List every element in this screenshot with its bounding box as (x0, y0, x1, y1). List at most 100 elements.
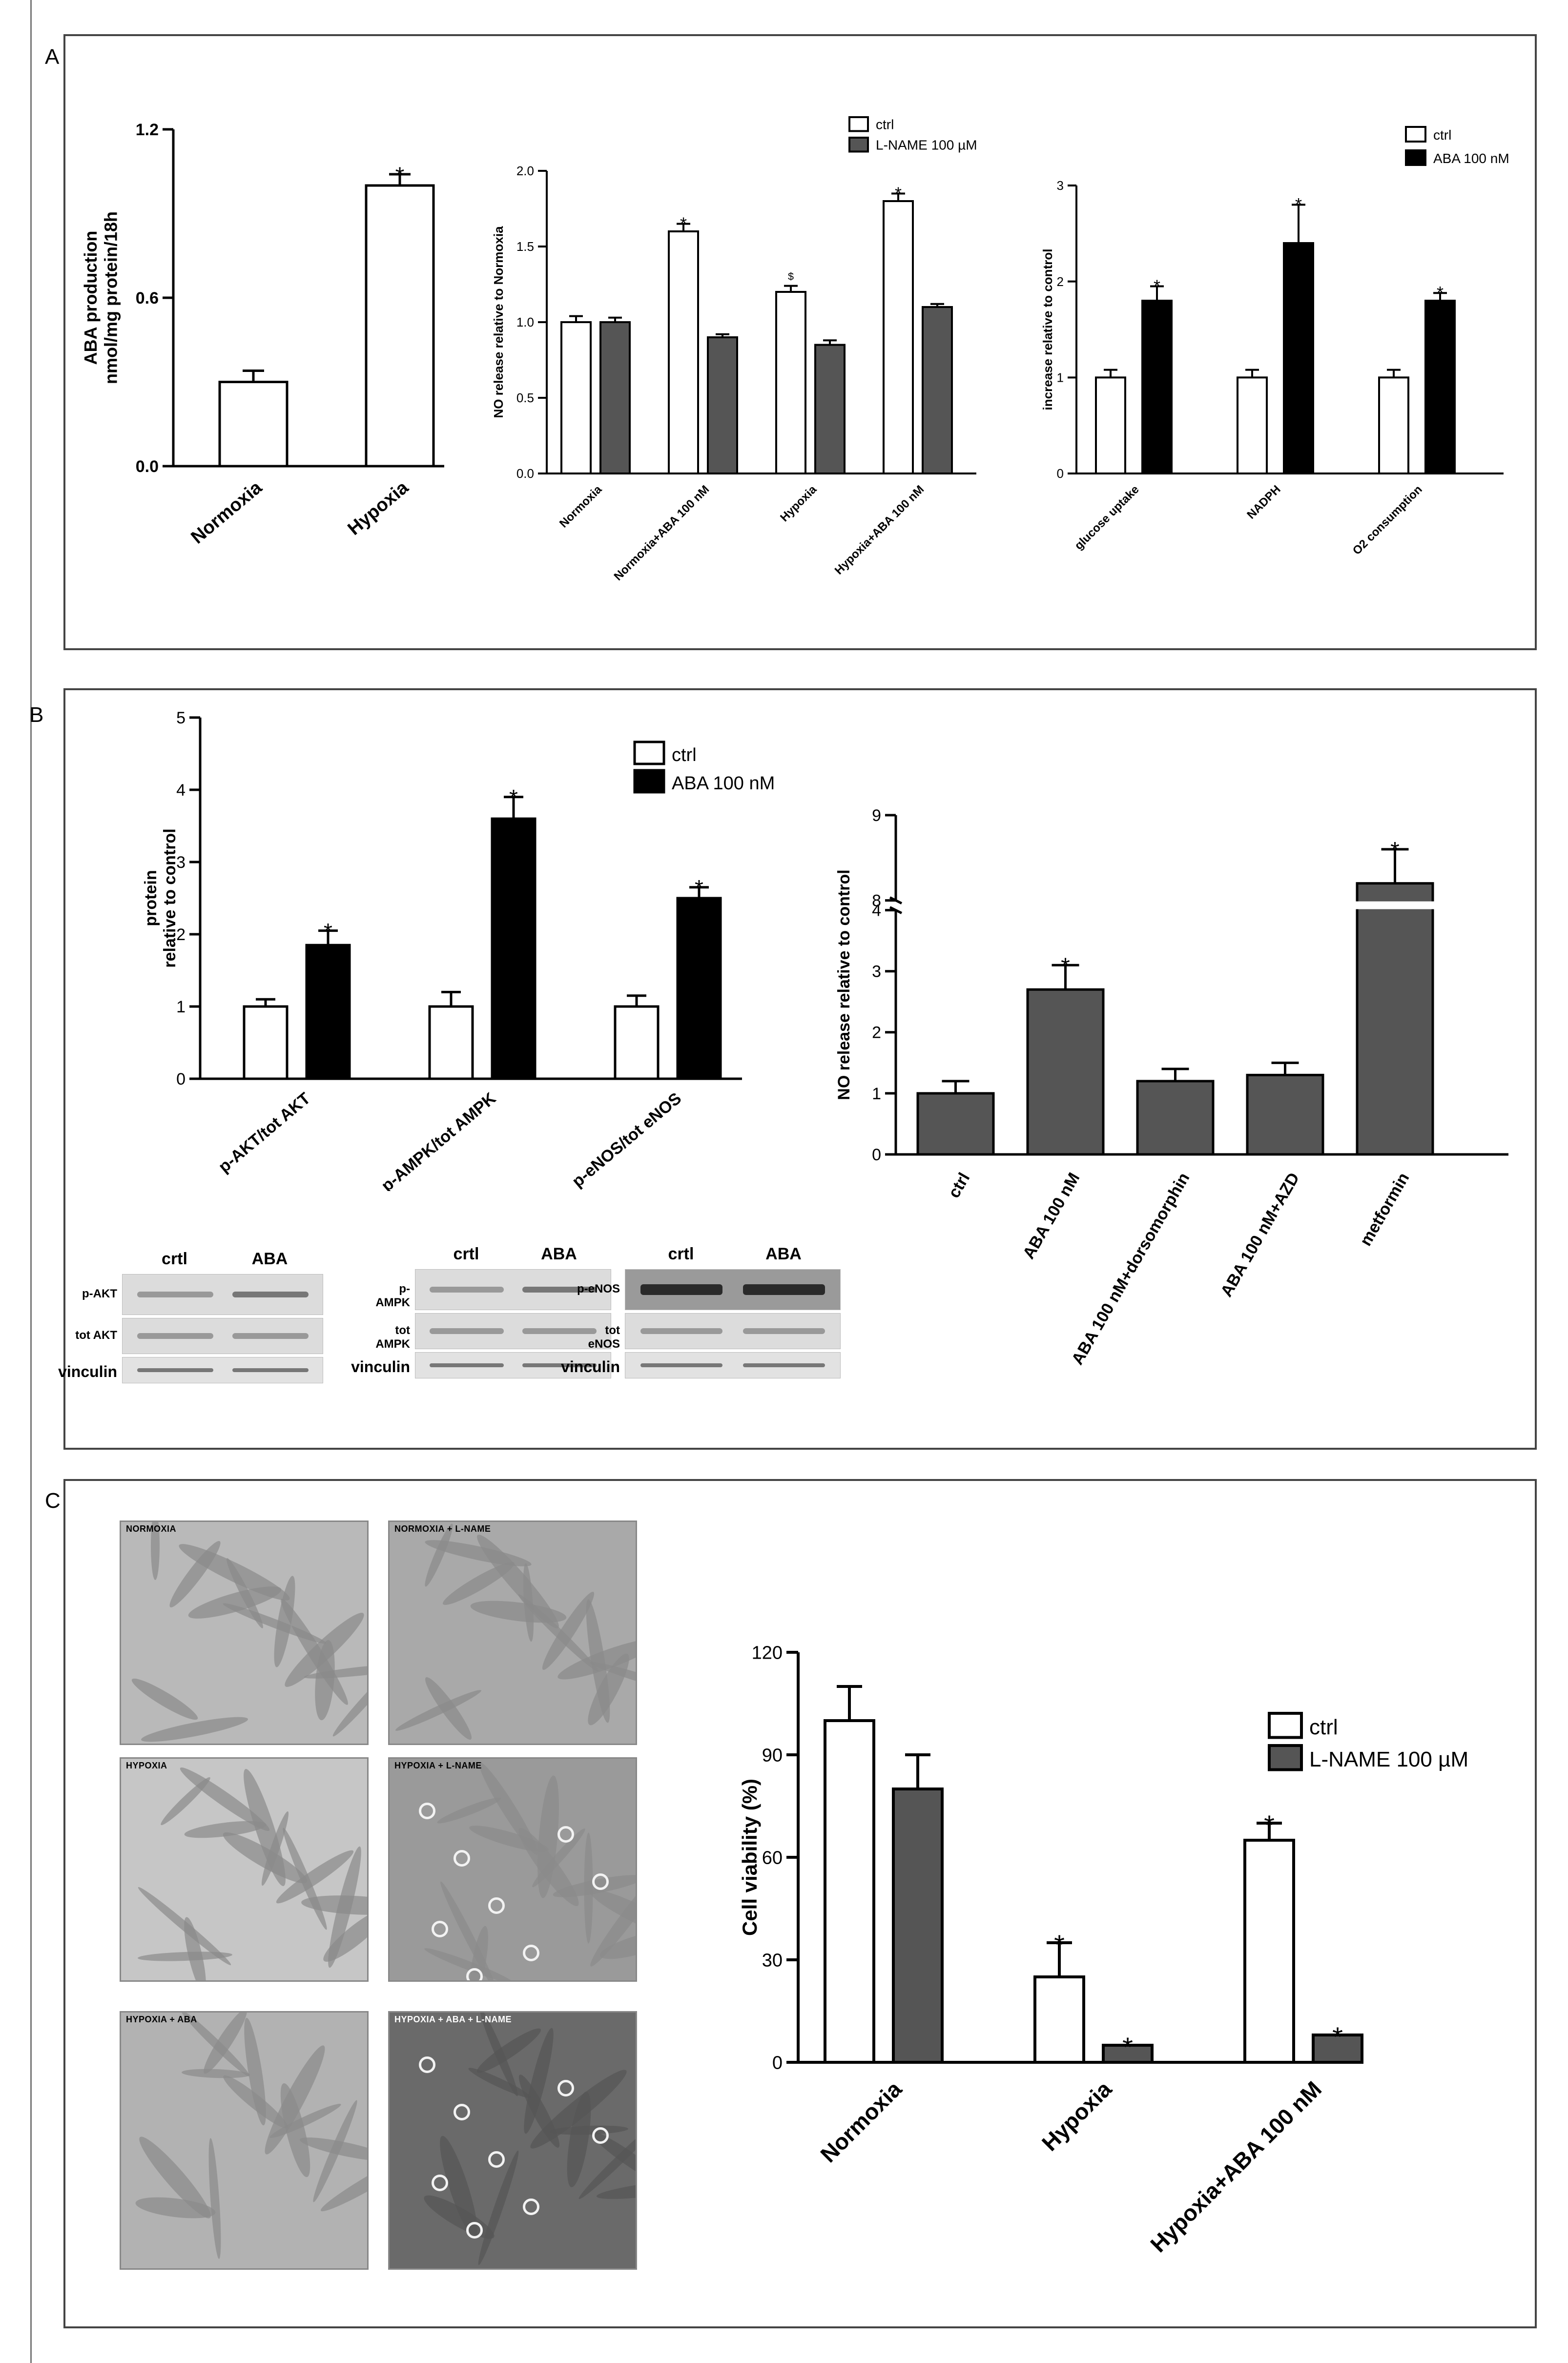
x-tick-label: NADPH (1244, 483, 1283, 521)
bar (599, 321, 631, 474)
y-tick-label: 1.2 (136, 121, 159, 139)
x-tick-label: Normoxia+ABA 100 nM (612, 483, 712, 583)
bar (1378, 376, 1409, 474)
rounded-cell (419, 1803, 435, 1819)
blot-row-label: vinculin (561, 1358, 620, 1376)
significance-marker: * (509, 785, 518, 810)
x-tick-label: O2 consumption (1350, 483, 1425, 557)
blot-panel: crtl ABA p-eNOS tot eNOS vinculin (503, 1245, 841, 1420)
y-tick-label: 90 (762, 1745, 783, 1766)
chart-b2: 0 1 2 3 48 9 NO release relative to control ctr… (835, 806, 1508, 1368)
bar (814, 344, 846, 474)
bar (305, 944, 351, 1080)
y-tick-label: 0.0 (516, 466, 534, 481)
bar (775, 291, 806, 474)
chart-a2: 0.0 0.5 1.0 1.5 2.0 NO release relative to No… (491, 116, 977, 583)
blot-band (640, 1284, 722, 1295)
y-axis-label: increase relative to control (1040, 249, 1055, 411)
bar (1356, 882, 1434, 1156)
legend-swatch (1405, 149, 1426, 166)
legend-label: ctrl (672, 745, 697, 765)
significance-marker: * (680, 213, 687, 233)
x-tick-label: metformin (1356, 1170, 1413, 1249)
bar (560, 321, 592, 474)
y-tick-label: 0 (872, 1146, 881, 1164)
legend-swatch (1268, 1712, 1303, 1739)
axis-break-gap (1355, 901, 1435, 909)
significance-marker: $ (788, 270, 794, 283)
blot-row-label: vinculin (351, 1358, 410, 1376)
blot-row-label: p-eNOS (577, 1282, 620, 1295)
significance-marker: * (395, 163, 405, 188)
y-axis-label: nmol/mg protein/18h (101, 211, 121, 384)
cell-shape (435, 1794, 503, 1827)
blot-band (137, 1292, 213, 1297)
x-tick-label: Hypoxia+ABA 100 nM (1145, 2076, 1326, 2257)
legend-label: ctrl (1309, 1715, 1338, 1739)
rounded-cell (454, 1850, 470, 1867)
x-tick-label: ABA 100 nM (1019, 1170, 1083, 1262)
left-margin-line (30, 0, 32, 2363)
chart-b1: 0 1 2 3 4 5 protein relative to control * p-AKT/t… (142, 709, 775, 1191)
rounded-cell (466, 1968, 483, 1980)
y-tick-label: 0.5 (516, 390, 534, 405)
legend-label: L-NAME 100 µM (1309, 1747, 1468, 1771)
bar (1033, 1975, 1085, 2064)
x-tick-label: Hypoxia (778, 483, 820, 525)
bar (1102, 2044, 1154, 2064)
x-tick-label: Normoxia (187, 477, 267, 548)
x-tick-label: Normoxia (815, 2076, 907, 2167)
y-axis-label: ABA production (81, 231, 101, 365)
legend-swatch (848, 116, 869, 132)
rounded-cell (557, 1826, 574, 1843)
blot-row-label: tot eNOS (588, 1324, 620, 1351)
blot-row-label: vinculin (58, 1363, 117, 1380)
y-tick-label: 2 (176, 925, 186, 944)
micrograph-label: HYPOXIA + ABA (126, 2014, 197, 2024)
y-tick-label: 3 (176, 853, 186, 872)
blot-panel: crtl ABA p-AMPK tot AMPK vinculin (293, 1245, 611, 1420)
rounded-cell (592, 2127, 609, 2144)
rounded-cell (466, 2222, 483, 2239)
axis-break-mark (889, 896, 903, 904)
x-tick-label: Normoxia (557, 483, 605, 531)
blot-strip (122, 1318, 323, 1354)
y-tick-label: 3 (872, 963, 881, 981)
y-tick-label: 4 (872, 902, 881, 920)
bar (676, 897, 722, 1080)
bar (365, 184, 435, 468)
micrograph: HYPOXIA + ABA + L-NAME (388, 2011, 637, 2270)
blot-row-label: tot AMPK (375, 1324, 410, 1351)
micrograph-label: HYPOXIA (126, 1761, 167, 1770)
significance-marker: * (895, 183, 902, 203)
y-tick-label: 3 (1057, 178, 1064, 193)
bar (1283, 242, 1314, 474)
y-tick-label: 1 (1057, 370, 1064, 385)
x-tick-label: ctrl (945, 1170, 973, 1201)
legend-swatch (633, 740, 665, 765)
y-tick-label: 0.0 (136, 457, 159, 476)
x-tick-label: Hypoxia+ABA 100 nM (832, 483, 927, 577)
x-tick-label: glucose uptake (1072, 483, 1142, 553)
rounded-cell (454, 2104, 470, 2120)
significance-marker: * (1264, 1809, 1275, 1840)
blot-band (430, 1287, 504, 1293)
rounded-cell (592, 1873, 609, 1890)
y-tick-label: 0 (772, 2053, 783, 2073)
y-axis-label: NO release relative to control (835, 869, 853, 1100)
blot-lane-header: crtl (453, 1245, 479, 1263)
bar (1237, 376, 1268, 474)
blot-band (430, 1328, 504, 1334)
axis-break-mark (889, 906, 903, 914)
y-tick-label: 2 (872, 1024, 881, 1042)
significance-marker: * (1154, 276, 1160, 296)
significance-marker: * (1122, 2032, 1133, 2062)
blot-band (137, 1333, 213, 1339)
x-tick-label: Hypoxia (1037, 2076, 1117, 2156)
bar (243, 1005, 289, 1080)
blot-band (743, 1328, 825, 1334)
y-tick-label: 2 (1057, 274, 1064, 289)
y-tick-label: 1 (872, 1085, 881, 1103)
significance-marker: * (695, 875, 703, 901)
blot-band (743, 1363, 825, 1367)
